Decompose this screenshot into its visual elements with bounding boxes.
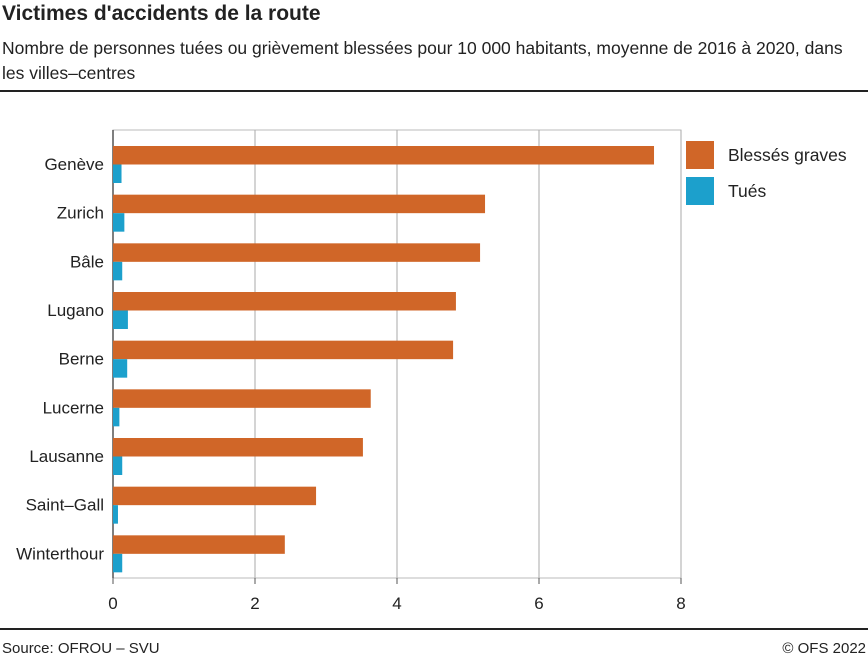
bar-blesses-graves [113,389,371,408]
bar-blesses-graves [113,340,454,360]
legend-label: Blessés graves [728,145,847,165]
category-label: Zurich [57,204,104,223]
category-label: Winterthour [16,544,104,563]
category-label: Berne [59,350,104,369]
bar-tues [113,213,125,232]
x-tick-label: 4 [392,594,401,613]
category-label: Saint–Gall [26,496,104,515]
bar-blesses-graves [113,535,285,554]
x-tick-label: 8 [676,594,685,613]
bar-tues [113,164,122,183]
bar-tues [113,505,118,524]
x-tick-label: 0 [108,594,117,613]
bar-tues [113,310,128,329]
legend-label: Tués [728,181,767,201]
x-tick-label: 2 [250,594,259,613]
category-label: Lugano [47,301,104,320]
chart-subtitle: Nombre de personnes tuées ou grièvement … [2,38,843,83]
bar-tues [113,261,123,281]
source-note: Source: OFROU – SVU [2,640,160,657]
category-label: Lucerne [43,398,104,417]
bar-tues [113,407,120,427]
footer-rule [0,628,868,630]
x-tick-label: 6 [534,594,543,613]
bar-blesses-graves [113,146,655,165]
bar-blesses-graves [113,438,363,457]
bar-blesses-graves [113,243,481,262]
category-label: Bâle [70,252,104,271]
legend-swatch [686,177,714,205]
bar-tues [113,359,128,378]
bar-blesses-graves [113,292,456,311]
category-label: Lausanne [29,447,104,466]
bar-tues [113,456,123,475]
chart-title: Victimes d'accidents de la route [2,2,321,25]
bar-blesses-graves [113,486,317,506]
copyright-note: © OFS 2022 [782,640,866,657]
bar-tues [113,553,123,573]
header-rule [0,90,868,92]
bar-blesses-graves [113,194,486,214]
legend-swatch [686,141,714,169]
category-label: Genève [44,155,104,174]
